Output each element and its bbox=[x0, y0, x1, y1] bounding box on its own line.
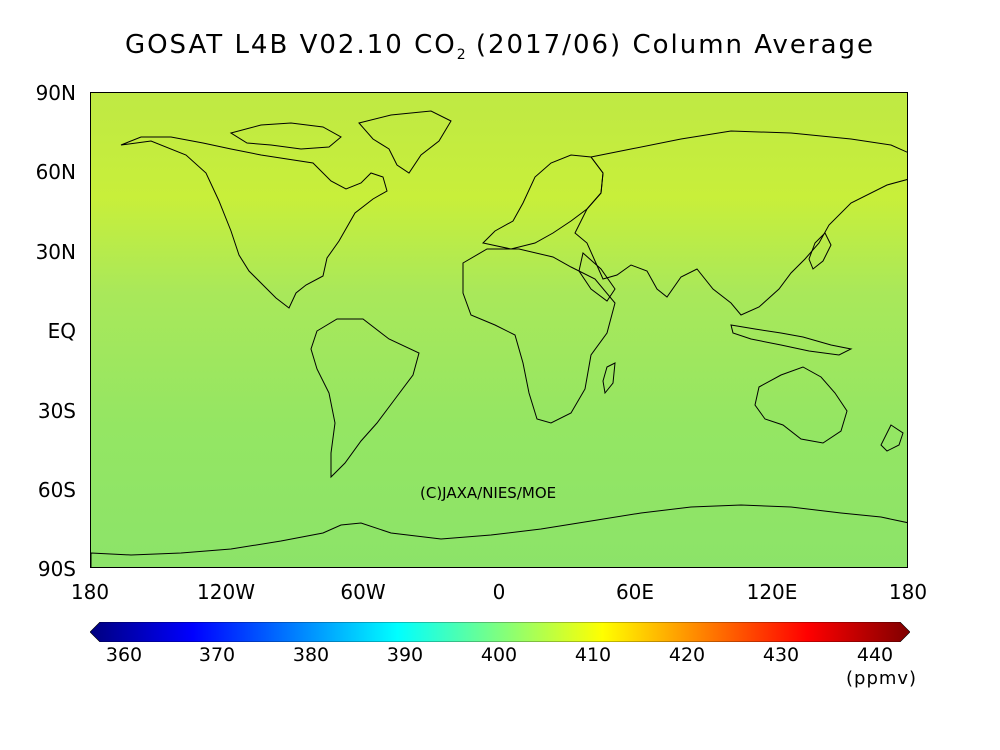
colorbar-label-420: 420 bbox=[668, 644, 706, 666]
coastline-indonesia bbox=[730, 324, 853, 356]
colorbar-label-390: 390 bbox=[386, 644, 424, 666]
lat-label-30n: 30N bbox=[35, 240, 76, 264]
coastline-madagascar bbox=[602, 362, 616, 395]
map-title: GOSAT L4B V02.10 CO2 (2017/06) Column Av… bbox=[0, 30, 1000, 63]
lon-label-180e: 180 bbox=[888, 580, 928, 604]
co2-field bbox=[91, 93, 907, 567]
colorbar-label-400: 400 bbox=[480, 644, 518, 666]
lon-label-120e: 120E bbox=[746, 580, 798, 604]
copyright-credit: (C)JAXA/NIES/MOE bbox=[420, 484, 557, 502]
lat-label-90n: 90N bbox=[35, 81, 76, 105]
lon-label-60w: 60W bbox=[340, 580, 386, 604]
title-suffix: (2017/06) Column Average bbox=[465, 30, 876, 60]
colorbar-bar bbox=[90, 622, 910, 642]
lat-label-60n: 60N bbox=[35, 160, 76, 184]
coastlines bbox=[91, 110, 907, 567]
colorbar-label-360: 360 bbox=[105, 644, 143, 666]
coastline-north-america bbox=[120, 136, 388, 309]
coastline-australia bbox=[754, 366, 848, 444]
coastline-antarctica bbox=[91, 504, 907, 567]
lat-label-eq: EQ bbox=[47, 319, 76, 343]
coastline-arctic-islands bbox=[229, 122, 342, 150]
colorbar bbox=[90, 622, 910, 642]
lat-label-90s: 90S bbox=[37, 557, 76, 581]
coastline-arabia bbox=[578, 252, 616, 302]
lon-label-60e: 60E bbox=[615, 580, 655, 604]
colorbar-unit: (ppmv) bbox=[846, 668, 918, 689]
coastline-asia bbox=[574, 130, 907, 316]
coastline-south-america bbox=[310, 318, 420, 479]
co2-map bbox=[90, 92, 908, 568]
lat-label-30s: 30S bbox=[37, 399, 76, 423]
coastline-japan bbox=[808, 232, 832, 270]
colorbar-label-380: 380 bbox=[292, 644, 330, 666]
coastline-greenland bbox=[358, 110, 452, 174]
title-prefix: GOSAT L4B V02.10 CO bbox=[124, 30, 457, 60]
colorbar-label-440: 440 bbox=[856, 644, 894, 666]
coastline-new-zealand bbox=[880, 424, 904, 452]
colorbar-label-430: 430 bbox=[762, 644, 800, 666]
lon-label-180w: 180 bbox=[70, 580, 110, 604]
map-canvas bbox=[91, 93, 907, 567]
lon-label-120w: 120W bbox=[197, 580, 255, 604]
colorbar-label-370: 370 bbox=[198, 644, 236, 666]
lat-label-60s: 60S bbox=[37, 478, 76, 502]
colorbar-label-410: 410 bbox=[574, 644, 612, 666]
lon-label-0: 0 bbox=[492, 580, 506, 604]
coastline-africa bbox=[462, 248, 616, 424]
title-subscript: 2 bbox=[456, 47, 466, 64]
